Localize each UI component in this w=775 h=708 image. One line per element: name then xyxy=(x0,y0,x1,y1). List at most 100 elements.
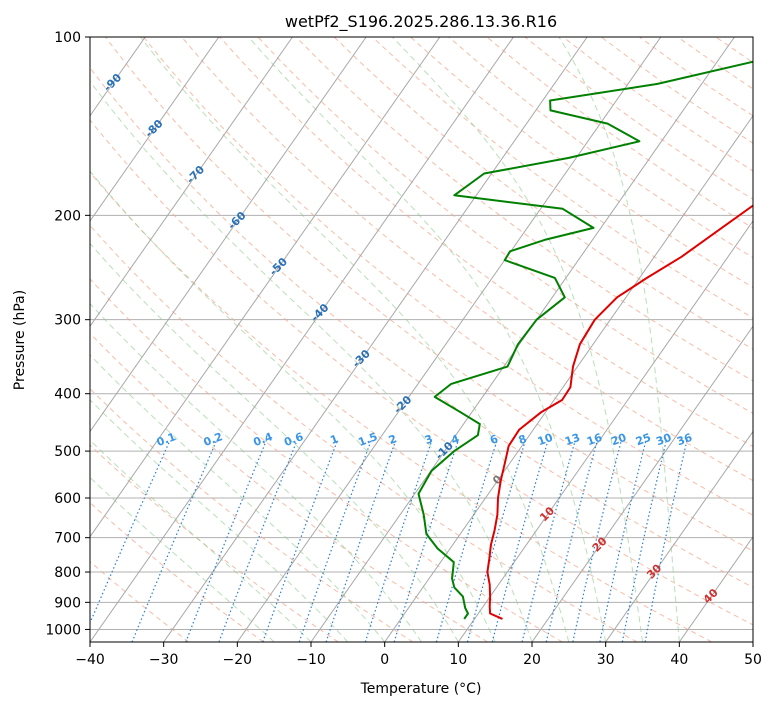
dewpoint-trace xyxy=(417,60,753,620)
x-axis: −40 −30 −20 −10 0 10 20 30 40 50 xyxy=(75,642,762,668)
mixing-ratio-line xyxy=(599,440,647,642)
moist-adiabat-line xyxy=(90,302,422,642)
dry-adiabat-line xyxy=(295,37,753,382)
x-tick-label: 40 xyxy=(670,652,688,668)
mixing-ratio-line xyxy=(545,440,598,642)
mixing-ratio-label: 8 xyxy=(517,432,529,447)
isotherm-line xyxy=(90,37,367,433)
dry-adiabat-line xyxy=(219,37,753,448)
moist-adiabat-line xyxy=(90,476,275,642)
mixing-ratio-lines xyxy=(90,440,688,642)
moist-adiabat-line xyxy=(90,80,533,642)
y-tick-label: 1000 xyxy=(45,622,81,638)
mixing-ratio-label: 20 xyxy=(609,431,628,449)
x-tick-label: 20 xyxy=(523,652,541,668)
isotherm-line xyxy=(605,430,753,642)
isobar-grid xyxy=(90,37,753,630)
isotherm-line xyxy=(384,114,753,642)
dry-adiabat-line xyxy=(90,67,753,588)
sounding-traces xyxy=(417,60,753,620)
isotherm-line xyxy=(90,37,441,538)
dry-adiabat-line xyxy=(90,224,638,642)
chart-title: wetPf2_S196.2025.286.13.36.R16 xyxy=(285,12,557,32)
dry-adiabat-line xyxy=(90,119,753,626)
mixing-ratio-line xyxy=(131,440,218,642)
isotherm-line xyxy=(457,220,753,642)
mixing-ratio-label: 0.1 xyxy=(155,430,178,449)
mixing-ratio-label: 4 xyxy=(449,432,461,447)
y-tick-label: 600 xyxy=(54,491,81,507)
x-tick-label: 0 xyxy=(380,652,389,668)
mixing-ratio-line xyxy=(90,440,171,625)
moist-adiabats xyxy=(90,37,680,642)
y-tick-label: 200 xyxy=(54,208,81,224)
isotherm-line xyxy=(236,37,662,642)
isotherm-line xyxy=(90,37,514,642)
mixing-ratio-line xyxy=(521,440,576,642)
moist-adiabat-line xyxy=(140,37,570,642)
x-tick-label: −10 xyxy=(296,652,326,668)
x-tick-label: 30 xyxy=(597,652,615,668)
plot-frame xyxy=(89,36,754,643)
y-tick-label: 800 xyxy=(54,565,81,581)
moist-adiabat-line xyxy=(248,37,607,642)
isotherm-line xyxy=(531,325,753,642)
dry-adiabats xyxy=(90,37,753,642)
mixing-ratio-label: 36 xyxy=(675,431,694,449)
moist-adiabat-line xyxy=(90,170,496,642)
isotherm-line xyxy=(90,37,220,222)
x-tick-label: −30 xyxy=(149,652,179,668)
y-axis: 100 200 300 400 500 600 700 800 900 1000 xyxy=(45,30,90,638)
isotherm-line xyxy=(163,37,588,642)
dry-adiabat-line xyxy=(90,560,190,642)
moist-adiabat-line xyxy=(90,242,459,642)
mixing-ratio-label: 13 xyxy=(563,431,582,448)
mixing-ratio-label: 1.5 xyxy=(357,430,380,449)
mixing-ratio-line xyxy=(435,440,498,642)
isotherm-line xyxy=(90,37,293,328)
temperature-trace xyxy=(486,204,753,620)
plot-area: -100-90-80-70-60-50-40-30-20-10010203040… xyxy=(90,37,753,642)
isotherm-line xyxy=(678,535,753,642)
mixing-ratio-line xyxy=(572,440,622,642)
mixing-ratio-label: 30 xyxy=(654,431,673,449)
moist-adiabat-line xyxy=(90,354,386,642)
x-axis-label: Temperature (°C) xyxy=(360,681,482,697)
y-tick-label: 700 xyxy=(54,531,81,547)
x-tick-label: 10 xyxy=(449,652,467,668)
mixing-ratio-line xyxy=(621,440,667,642)
moist-adiabat-line xyxy=(392,37,643,642)
y-tick-label: 900 xyxy=(54,595,81,611)
mixing-ratio-label: 6 xyxy=(488,432,500,447)
dry-adiabat-line xyxy=(372,37,753,319)
mixing-ratio-label: 10 xyxy=(536,431,555,449)
mixing-ratio-label: 0.2 xyxy=(202,430,225,449)
dry-adiabat-line xyxy=(90,332,488,642)
mixing-ratio-label: 3 xyxy=(423,432,435,447)
mixing-ratio-line xyxy=(262,440,339,642)
x-tick-label: −20 xyxy=(223,652,253,668)
dry-adiabat-line xyxy=(143,37,753,516)
mixing-ratio-line xyxy=(393,440,459,642)
x-tick-label: 50 xyxy=(744,652,762,668)
mixing-ratio-label: 0.4 xyxy=(252,430,275,449)
mixing-ratio-label: 2 xyxy=(387,432,399,447)
y-tick-label: 500 xyxy=(54,444,81,460)
dry-adiabat-line xyxy=(90,278,563,642)
y-tick-label: 100 xyxy=(54,30,81,46)
mixing-ratio-label: 25 xyxy=(634,431,653,448)
mixing-ratio-line xyxy=(644,440,688,642)
isotherm-grid xyxy=(90,37,753,642)
dry-adiabat-line xyxy=(181,37,753,482)
x-tick-label: −40 xyxy=(75,652,105,668)
dry-adiabat-line xyxy=(90,171,712,642)
y-axis-label: Pressure (hPa) xyxy=(12,290,28,390)
mixing-ratio-label: 16 xyxy=(585,431,604,449)
mixing-ratio-label: 0.6 xyxy=(282,430,305,449)
mixing-ratio-label: 1 xyxy=(328,432,340,447)
y-tick-label: 400 xyxy=(54,387,81,403)
mixing-ratio-line xyxy=(298,440,372,642)
y-tick-label: 300 xyxy=(54,313,81,329)
